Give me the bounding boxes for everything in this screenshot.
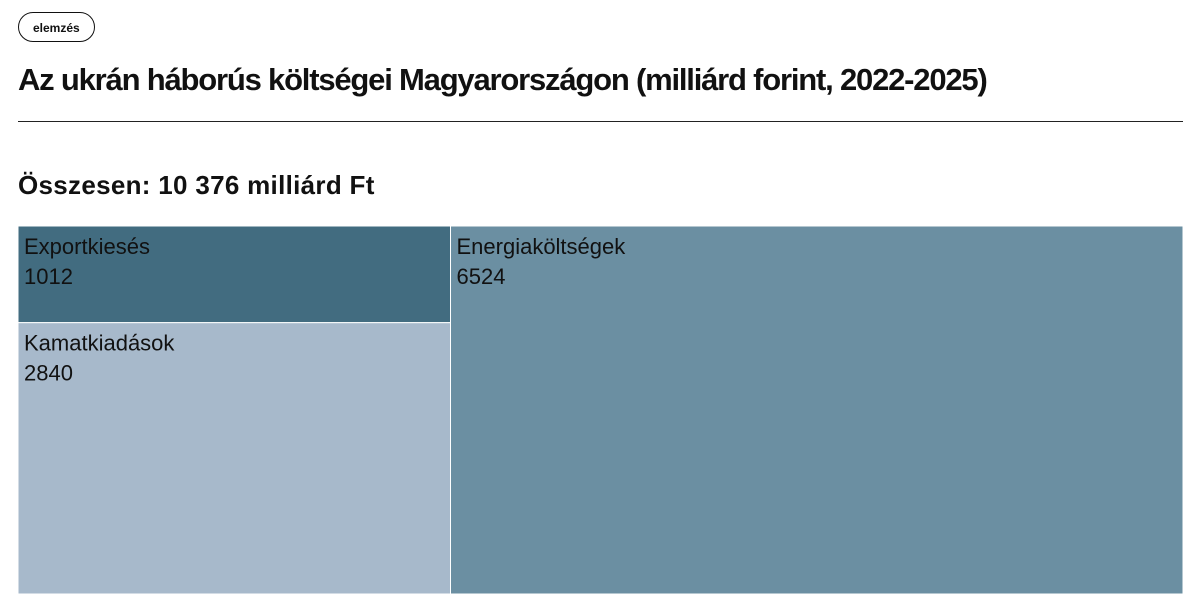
tag[interactable]: elemzés [18,12,95,42]
treemap-cell [17,322,451,595]
treemap-cell [449,225,1184,595]
treemap-cell [17,225,451,324]
cell-value: 2840 [24,361,73,386]
cell-value: 1012 [24,264,73,289]
cell-label: Kamatkiadások [24,331,175,356]
cell-label: Exportkiesés [24,234,150,259]
divider [18,121,1183,122]
chart-subtitle: Összesen: 10 376 milliárd Ft [18,170,375,200]
chart-title: Az ukrán háborús költségei Magyarországo… [18,62,988,97]
cell-label: Energiaköltségek [456,234,626,259]
cell-value: 6524 [456,264,505,289]
